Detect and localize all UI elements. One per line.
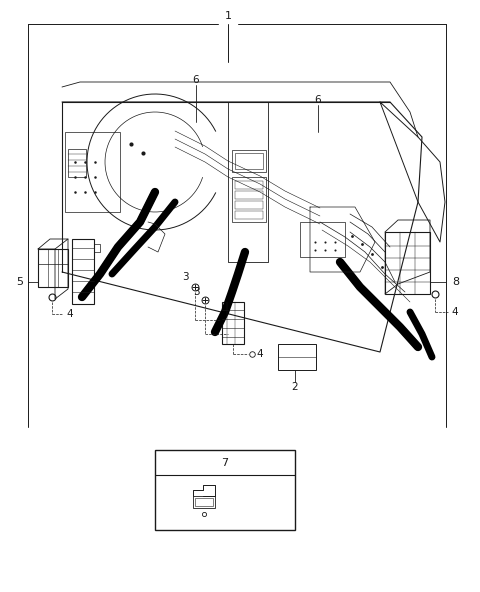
Bar xyxy=(278,344,316,370)
Text: 3: 3 xyxy=(182,272,188,282)
Bar xyxy=(38,249,68,287)
Bar xyxy=(235,191,263,199)
Text: 3: 3 xyxy=(192,287,199,297)
Text: 8: 8 xyxy=(453,277,459,287)
Bar xyxy=(195,498,213,506)
Text: 1: 1 xyxy=(225,11,231,21)
Bar xyxy=(222,302,244,344)
Bar xyxy=(72,239,94,304)
Bar xyxy=(385,232,430,294)
Bar xyxy=(193,496,215,508)
Text: 2: 2 xyxy=(292,382,298,392)
Bar xyxy=(65,132,120,212)
Bar xyxy=(235,181,263,189)
Bar xyxy=(232,177,266,222)
Text: 6: 6 xyxy=(315,95,321,105)
Bar xyxy=(232,150,266,172)
Bar xyxy=(235,211,263,219)
Text: 4: 4 xyxy=(452,307,458,317)
Bar xyxy=(300,222,345,257)
Text: 4: 4 xyxy=(67,309,73,319)
Bar xyxy=(235,153,263,169)
Text: 4: 4 xyxy=(257,349,264,359)
Text: 6: 6 xyxy=(192,75,199,85)
Text: 7: 7 xyxy=(221,458,228,468)
Bar xyxy=(235,201,263,209)
Text: 5: 5 xyxy=(16,277,24,287)
Bar xyxy=(155,450,295,530)
Bar xyxy=(68,149,86,177)
